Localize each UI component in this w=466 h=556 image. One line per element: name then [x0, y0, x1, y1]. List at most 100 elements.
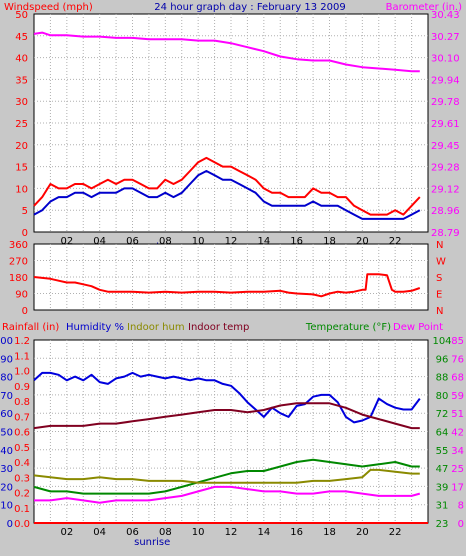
y-tick-label: 30	[15, 97, 28, 108]
y-tick-label-right: N	[436, 240, 443, 251]
y-tick-label: 50	[15, 10, 28, 21]
dew-point-tick-label: 68	[451, 373, 464, 384]
temperature-tick-label: 88	[436, 373, 449, 384]
series-line-humidity-	[33, 371, 421, 424]
x-tick-label: 12	[225, 236, 238, 247]
x-tick-label: 08	[159, 527, 172, 538]
y-tick-label: 180	[9, 273, 28, 284]
barometer-axis-label: Barometer (in.)	[386, 2, 462, 13]
x-tick-label: 02	[60, 527, 73, 538]
humidity-tick-label: 100	[0, 336, 13, 347]
humidity-tick-label: 70	[0, 391, 13, 402]
y-tick-label-right: E	[436, 290, 442, 301]
direction-line-0	[33, 273, 421, 298]
x-tick-label: 18	[323, 527, 336, 538]
plot-area	[33, 13, 429, 233]
y-tick-label: 15	[15, 163, 28, 174]
dew-point-tick-label: 42	[451, 428, 464, 439]
y-tick-label: 25	[15, 119, 28, 130]
dew-point-axis-label: Dew Point	[393, 322, 443, 333]
rain-tick-label: 0.0	[14, 519, 30, 530]
x-tick-label: 02	[60, 236, 73, 247]
x-tick-label: 06	[126, 527, 139, 538]
sunrise-label: sunrise	[134, 537, 170, 548]
y-tick-label: 45	[15, 32, 28, 43]
humidity-tick-label: 0	[7, 519, 13, 530]
y-tick-label-right: 28.79	[431, 228, 460, 239]
y-tick-label: 40	[15, 54, 28, 65]
temperature-tick-label: 64	[436, 428, 449, 439]
rain-tick-label: 0.2	[14, 489, 30, 500]
x-tick-label: 22	[389, 236, 402, 247]
y-tick-label-right: 28.96	[431, 206, 460, 217]
humidity-tick-label: 40	[0, 446, 13, 457]
humidity-tick-label: 60	[0, 409, 13, 420]
y-tick-label: 90	[15, 290, 28, 301]
temperature-tick-label: 55	[436, 446, 449, 457]
x-tick-label: 06	[126, 236, 139, 247]
y-tick-label-right: 29.78	[431, 97, 460, 108]
y-tick-label: 20	[15, 141, 28, 152]
x-tick-label: 08	[159, 236, 172, 247]
rain-tick-label: 1.2	[14, 336, 30, 347]
rain-tick-label: 0.1	[14, 504, 30, 515]
x-tick-label: 22	[389, 527, 402, 538]
humidity-tick-label: 50	[0, 428, 13, 439]
temperature-tick-label: 104	[432, 336, 451, 347]
x-tick-label: 04	[93, 236, 106, 247]
rain-tick-label: 0.5	[14, 443, 30, 454]
rain-tick-label: 0.4	[14, 458, 30, 469]
temperature-tick-label: 31	[436, 501, 449, 512]
series-axis-label-2: Indoor temp	[188, 322, 249, 333]
y-tick-label: 5	[22, 206, 28, 217]
series-axis-label-1: Indoor hum	[127, 322, 185, 333]
dew-point-tick-label: 17	[451, 482, 464, 493]
x-tick-label: 20	[356, 236, 369, 247]
series-line-2	[33, 31, 420, 73]
y-tick-label-right: 29.12	[431, 184, 460, 195]
temperature-tick-label: 47	[436, 464, 449, 475]
y-tick-label-right: S	[436, 273, 442, 284]
humidity-tick-label: 80	[0, 373, 13, 384]
y-tick-label: 270	[9, 257, 28, 268]
rain-tick-label: 1.1	[14, 351, 30, 362]
temperature-tick-label: 39	[436, 482, 449, 493]
y-tick-label: 0	[22, 228, 28, 239]
y-tick-label-right: 29.45	[431, 141, 460, 152]
y-tick-label: 35	[15, 75, 28, 86]
rain-tick-label: 0.6	[14, 428, 30, 439]
y-tick-label-right: 30.10	[431, 54, 460, 65]
temperature-tick-label: 96	[436, 354, 449, 365]
humidity-tick-label: 90	[0, 354, 13, 365]
windspeed-axis-label: Windspeed (mph)	[4, 2, 93, 13]
rain-tick-label: 0.9	[14, 382, 30, 393]
x-tick-label: 20	[356, 527, 369, 538]
rain-tick-label: 0.7	[14, 412, 30, 423]
y-tick-label-right: 30.43	[431, 10, 460, 21]
series-axis-label-0: Humidity %	[66, 322, 124, 333]
x-tick-label: 18	[323, 236, 336, 247]
series-line-indoor-temp	[33, 402, 420, 430]
y-tick-label-right: N	[436, 306, 443, 317]
dew-point-tick-label: 85	[451, 336, 464, 347]
x-tick-label: 14	[257, 236, 270, 247]
humidity-tick-label: 20	[0, 482, 13, 493]
x-tick-label: 14	[257, 527, 270, 538]
series-line-temperature	[33, 458, 420, 495]
temperature-tick-label: 72	[436, 409, 449, 420]
y-tick-label: 10	[15, 184, 28, 195]
dew-point-tick-label: 76	[451, 354, 464, 365]
x-tick-label: 04	[93, 527, 106, 538]
dew-point-tick-label: 8	[458, 501, 464, 512]
x-tick-label: 12	[225, 527, 238, 538]
dew-point-tick-label: 25	[451, 464, 464, 475]
x-tick-label: 16	[290, 527, 303, 538]
humidity-tick-label: 30	[0, 464, 13, 475]
dew-point-tick-label: 59	[451, 391, 464, 402]
rain-tick-label: 1.0	[14, 367, 30, 378]
x-tick-label: 16	[290, 236, 303, 247]
rain-tick-label: 0.3	[14, 473, 30, 484]
temperature-axis-label: Temperature (°F)	[305, 322, 391, 333]
rain-tick-label: 0.8	[14, 397, 30, 408]
